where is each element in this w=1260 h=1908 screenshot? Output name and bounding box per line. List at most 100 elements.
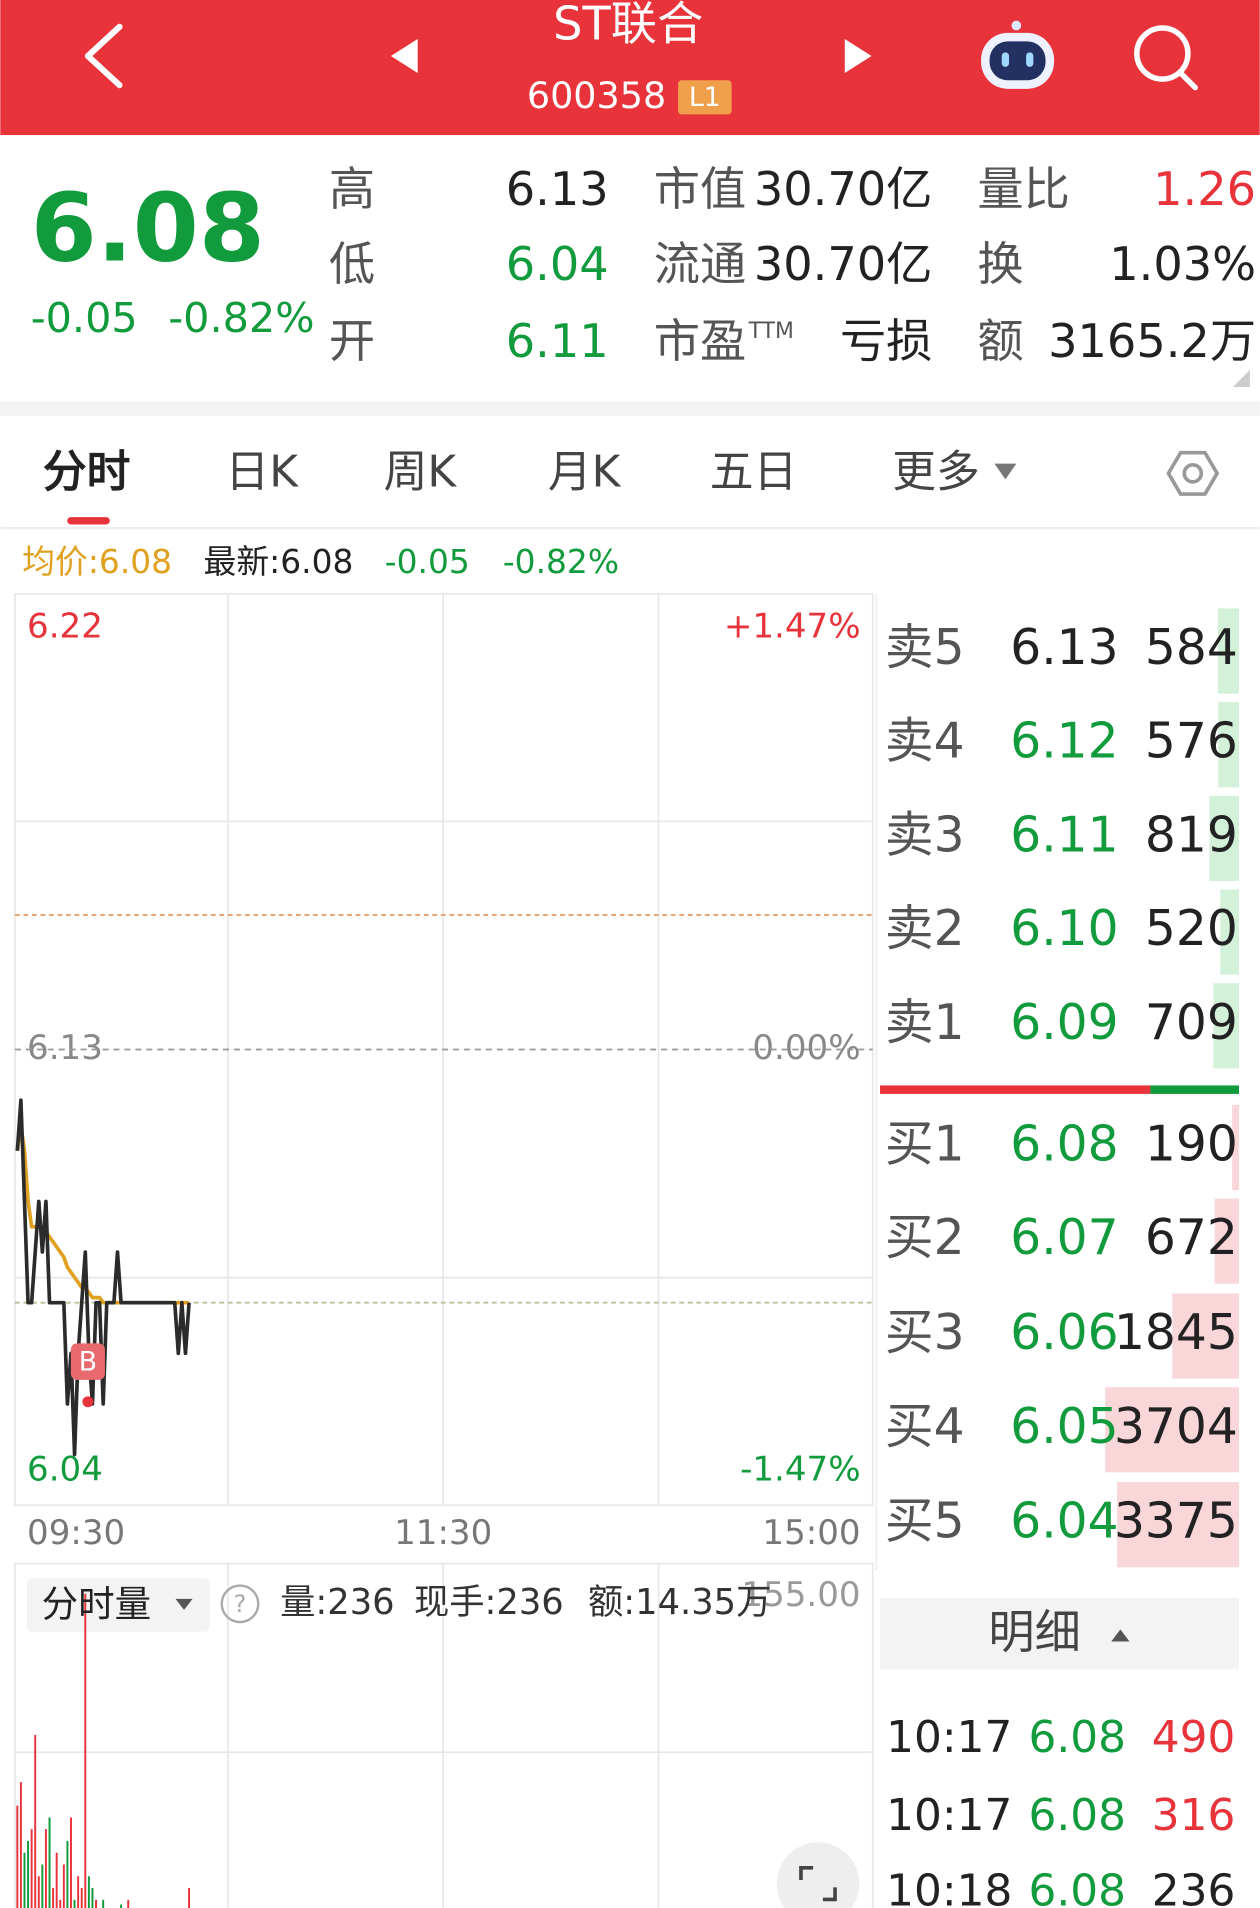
tab[interactable]: 更多 bbox=[892, 447, 980, 498]
expand-corner[interactable] bbox=[1232, 369, 1250, 387]
book-volume: 672 bbox=[1145, 1210, 1238, 1266]
more-arrow bbox=[994, 463, 1017, 480]
volume-text: 量:236 bbox=[280, 1582, 394, 1623]
book-volume: 709 bbox=[1145, 995, 1238, 1051]
last-price: 6.08 bbox=[31, 174, 265, 284]
trade-price: 6.08 bbox=[1029, 1865, 1127, 1908]
volume-selector[interactable] bbox=[27, 1578, 210, 1632]
volume-bar bbox=[77, 1876, 80, 1908]
help-icon-glyph: ? bbox=[234, 1589, 247, 1618]
price-change-pct: -0.82% bbox=[168, 294, 314, 342]
book-volume: 819 bbox=[1145, 807, 1238, 863]
book-price: 6.06 bbox=[1010, 1305, 1118, 1361]
tab[interactable]: 日K bbox=[225, 447, 299, 498]
trade-time: 10:17 bbox=[886, 1712, 1012, 1763]
y-tick-label: 6.04 bbox=[27, 1450, 103, 1490]
book-price: 6.09 bbox=[1010, 995, 1118, 1051]
book-volume: 3375 bbox=[1114, 1494, 1238, 1550]
volume-bar bbox=[73, 1899, 76, 1908]
book-label: 卖1 bbox=[885, 995, 965, 1051]
settings-icon[interactable] bbox=[1166, 450, 1220, 496]
volume-bar bbox=[127, 1899, 130, 1908]
help-icon[interactable] bbox=[220, 1584, 260, 1624]
stat-label: 量比 bbox=[977, 162, 1069, 216]
volume-tick-label: 155.00 bbox=[741, 1575, 860, 1615]
depth-bar bbox=[1117, 1482, 1240, 1568]
avg-price: 均价:6.08 bbox=[22, 543, 172, 581]
volume-bar bbox=[87, 1876, 90, 1908]
ask-ratio-bar bbox=[1150, 1085, 1240, 1094]
x-tick-label: 15:00 bbox=[762, 1513, 860, 1553]
book-label: 买3 bbox=[885, 1305, 965, 1361]
volume-bar bbox=[62, 1864, 65, 1908]
buy-marker bbox=[70, 1343, 105, 1380]
volume-bar bbox=[120, 1904, 123, 1908]
volume-bar bbox=[55, 1852, 58, 1908]
depth-bar bbox=[1220, 889, 1240, 975]
book-price: 6.12 bbox=[1010, 714, 1118, 770]
back-button[interactable] bbox=[84, 23, 123, 89]
volume-bar bbox=[27, 1840, 30, 1908]
depth-bar bbox=[1172, 1293, 1240, 1379]
volume-bar bbox=[188, 1888, 191, 1908]
stat-value: 1.03% bbox=[1109, 237, 1256, 291]
book-volume: 520 bbox=[1145, 901, 1238, 957]
next-stock[interactable] bbox=[844, 38, 872, 74]
tab[interactable]: 月K bbox=[548, 447, 622, 498]
volume-bar bbox=[34, 1734, 37, 1908]
detail-button-text[interactable]: 明细 bbox=[988, 1605, 1080, 1659]
stat-label: 市盈 bbox=[654, 314, 746, 368]
tab[interactable]: 五日 bbox=[710, 447, 798, 498]
volume-bar bbox=[95, 1899, 98, 1908]
book-label: 卖4 bbox=[885, 714, 965, 770]
search-icon[interactable] bbox=[1134, 25, 1198, 91]
depth-bar bbox=[1217, 608, 1240, 694]
detail-arrow bbox=[1111, 1629, 1130, 1642]
stat-label: 市值 bbox=[654, 162, 746, 216]
stat-label-sup: TTM bbox=[748, 319, 794, 344]
robot-icon[interactable] bbox=[981, 20, 1055, 89]
depth-bar bbox=[1232, 1104, 1240, 1191]
volume-bar bbox=[59, 1899, 62, 1908]
trade-price: 6.08 bbox=[1029, 1712, 1127, 1763]
volume-selector-text[interactable]: 分时量 bbox=[42, 1583, 152, 1626]
volume-bar bbox=[30, 1829, 33, 1908]
book-price: 6.13 bbox=[1010, 620, 1118, 676]
trade-volume: 316 bbox=[1152, 1790, 1236, 1841]
stat-value: 亏损 bbox=[840, 314, 932, 368]
hand-text: 现手:236 bbox=[414, 1582, 564, 1623]
latest-price: 最新:6.08 bbox=[203, 543, 353, 581]
detail-button[interactable] bbox=[880, 1597, 1240, 1670]
avg-line bbox=[15, 1123, 190, 1305]
stat-value: 6.04 bbox=[506, 237, 609, 291]
price-change: -0.05 bbox=[31, 294, 138, 342]
x-tick-label: 09:30 bbox=[27, 1513, 125, 1553]
chart-frame bbox=[13, 592, 874, 1908]
dropdown-arrow bbox=[175, 1598, 193, 1610]
prev-stock[interactable] bbox=[390, 38, 418, 74]
stat-label: 开 bbox=[329, 314, 375, 368]
depth-bar bbox=[1214, 1198, 1240, 1284]
tab[interactable]: 周K bbox=[384, 447, 458, 498]
pct-label: 0.00% bbox=[752, 1028, 860, 1068]
tab[interactable]: 分时 bbox=[43, 447, 131, 498]
volume-bar bbox=[84, 1593, 87, 1908]
book-volume: 190 bbox=[1145, 1116, 1238, 1172]
book-label: 买2 bbox=[885, 1210, 965, 1266]
volume-bar bbox=[23, 1852, 26, 1908]
x-tick-label: 11:30 bbox=[394, 1513, 492, 1553]
buy-marker-text: B bbox=[79, 1346, 97, 1377]
y-tick-label: 6.13 bbox=[27, 1028, 103, 1068]
volume-bar bbox=[91, 1888, 94, 1908]
y-tick-label: 6.22 bbox=[27, 606, 103, 646]
pct-label: -1.47% bbox=[740, 1450, 861, 1490]
fullscreen-button[interactable] bbox=[776, 1842, 860, 1908]
book-price: 6.05 bbox=[1010, 1399, 1118, 1455]
stat-value: 30.70亿 bbox=[754, 162, 933, 216]
level-badge-text: L1 bbox=[689, 82, 721, 113]
buy-point bbox=[82, 1396, 94, 1408]
volume-bar bbox=[41, 1864, 44, 1908]
book-price: 6.10 bbox=[1010, 901, 1118, 957]
section-gap bbox=[0, 401, 1260, 417]
